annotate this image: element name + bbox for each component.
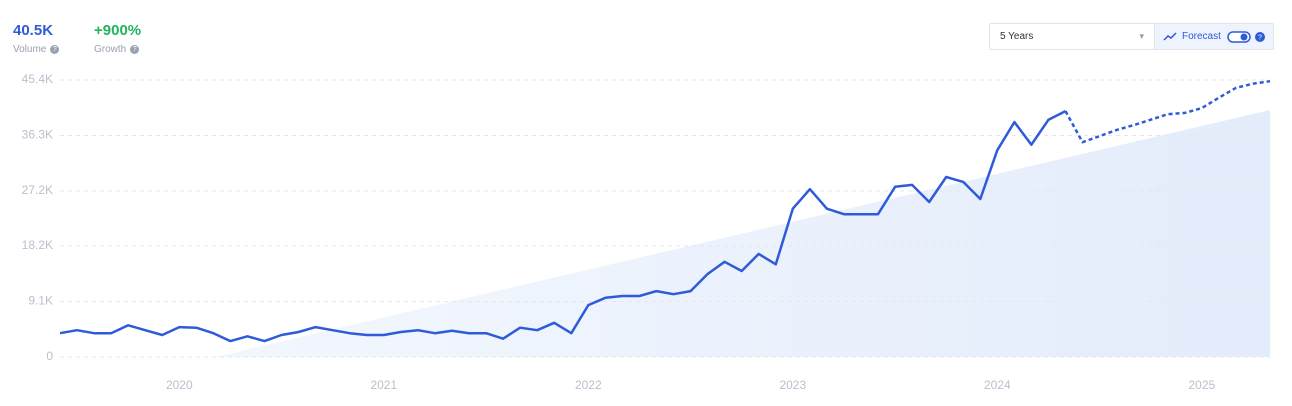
help-icon[interactable]: ?: [130, 44, 140, 54]
controls: 5 Years Forecast ?: [989, 23, 1274, 50]
range-text: 5 Years: [1000, 31, 1034, 42]
x-tick-label: 2025: [1188, 378, 1215, 392]
series-line: [59, 109, 1067, 343]
trend-icon: [1163, 31, 1177, 41]
volume-label-text: Volume: [13, 44, 47, 55]
x-tick-label: 2023: [779, 378, 806, 392]
y-tick-label: 45.4K: [22, 72, 53, 86]
growth-label: Growth?: [94, 44, 140, 55]
x-tick-label: 2024: [984, 378, 1011, 392]
volume-label: Volume?: [13, 44, 60, 55]
forecast-text: Forecast: [1182, 31, 1221, 42]
trend-area: [215, 110, 1270, 357]
series-line: [1064, 79, 1271, 144]
growth-label-text: Growth: [94, 44, 127, 55]
x-tick-label: 2021: [370, 378, 397, 392]
y-tick-label: 18.2K: [22, 238, 53, 252]
y-tick-label: 0: [46, 349, 53, 363]
volume-value: 40.5K: [13, 22, 54, 39]
forecast-toggle[interactable]: Forecast ?: [1155, 24, 1273, 49]
svg-text:?: ?: [1258, 34, 1262, 41]
growth-value: +900%: [94, 22, 142, 39]
toggle[interactable]: ?: [1227, 30, 1267, 44]
y-tick-label: 36.3K: [22, 128, 53, 142]
x-tick-label: 2020: [166, 378, 193, 392]
y-tick-label: 27.2K: [22, 183, 53, 197]
y-tick-label: 9.1K: [28, 294, 53, 308]
help-icon[interactable]: ?: [50, 44, 60, 54]
x-tick-label: 2022: [575, 378, 602, 392]
range-select[interactable]: 5 Years: [990, 24, 1155, 49]
